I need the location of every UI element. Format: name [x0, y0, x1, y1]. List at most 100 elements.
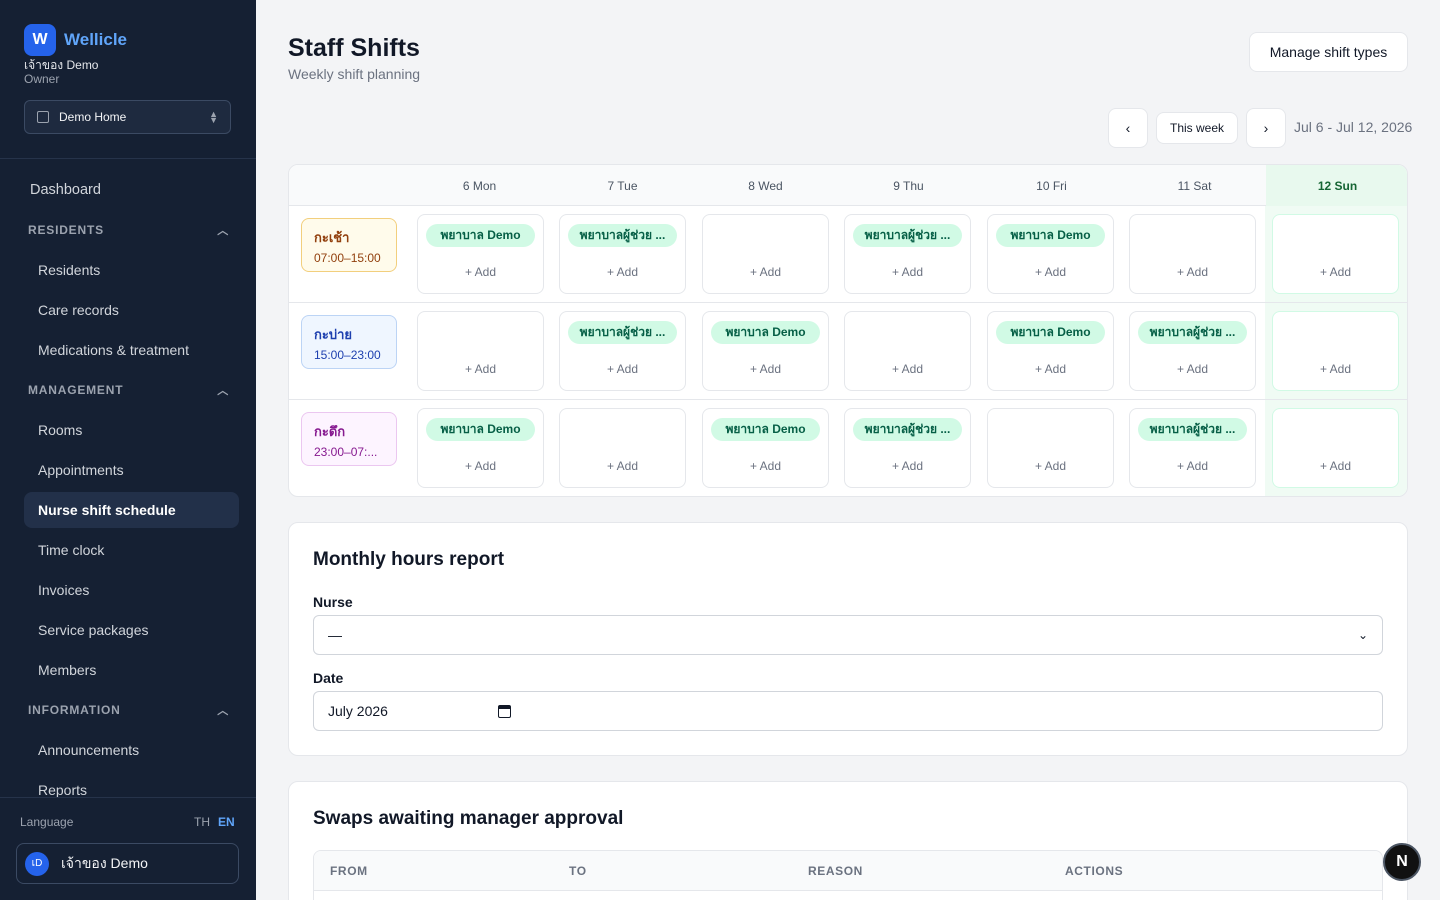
sidebar-item-medications[interactable]: Medications & treatment	[38, 342, 189, 358]
add-assignment-button[interactable]: + Add	[749, 265, 782, 279]
add-assignment-button[interactable]: + Add	[749, 362, 782, 376]
shift-time: 15:00–23:00	[314, 348, 381, 362]
shift-cell: พยาบาล Demo + Add	[987, 214, 1114, 294]
column-header-actions: ACTIONS	[1065, 864, 1124, 878]
shift-cell: + Add	[702, 214, 829, 294]
add-assignment-button[interactable]: + Add	[606, 265, 639, 279]
assigned-staff-pill[interactable]: พยาบาลผู้ช่วย ...	[853, 418, 962, 441]
language-label: Language	[20, 815, 74, 829]
add-assignment-button[interactable]: + Add	[891, 362, 924, 376]
add-assignment-button[interactable]: + Add	[1176, 459, 1209, 473]
manage-shift-types-button[interactable]: Manage shift types	[1249, 32, 1408, 72]
week-range: Jul 6 - Jul 12, 2026	[1294, 119, 1413, 135]
sidebar: W Wellicle เจ้าของ Demo Owner Demo Home …	[0, 0, 256, 900]
user-menu-name: เจ้าของ Demo	[61, 854, 148, 871]
shift-cell: + Add	[1272, 311, 1399, 391]
next-week-button[interactable]: ›	[1246, 108, 1286, 148]
add-assignment-button[interactable]: + Add	[1034, 265, 1067, 279]
shift-time: 07:00–15:00	[314, 251, 381, 265]
sidebar-item-dashboard[interactable]: Dashboard	[30, 182, 101, 198]
sidebar-item-appointments[interactable]: Appointments	[38, 462, 124, 478]
chevron-up-icon: ︿	[217, 385, 229, 397]
shift-cell: พยาบาลผู้ช่วย ... + Add	[559, 311, 686, 391]
sidebar-item-rooms[interactable]: Rooms	[38, 422, 83, 438]
add-assignment-button[interactable]: + Add	[464, 265, 497, 279]
add-assignment-button[interactable]: + Add	[891, 265, 924, 279]
dev-tools-button[interactable]: N	[1383, 843, 1421, 881]
add-assignment-button[interactable]: + Add	[1319, 362, 1352, 376]
assigned-staff-pill[interactable]: พยาบาลผู้ช่วย ...	[1138, 418, 1247, 441]
add-assignment-button[interactable]: + Add	[749, 459, 782, 473]
calendar-icon[interactable]	[497, 704, 511, 718]
add-assignment-button[interactable]: + Add	[1176, 265, 1209, 279]
shift-cell: พยาบาลผู้ช่วย ... + Add	[844, 214, 971, 294]
current-user-name: เจ้าของ Demo	[24, 58, 99, 72]
day-header: 10 Fri	[1036, 178, 1067, 193]
assigned-staff-pill[interactable]: พยาบาลผู้ช่วย ...	[568, 321, 677, 344]
assigned-staff-pill[interactable]: พยาบาล Demo	[426, 418, 535, 441]
add-assignment-button[interactable]: + Add	[1034, 459, 1067, 473]
assigned-staff-pill[interactable]: พยาบาล Demo	[711, 418, 820, 441]
shift-cell: + Add	[987, 408, 1114, 488]
sidebar-item-residents[interactable]: Residents	[38, 262, 101, 278]
assigned-staff-pill[interactable]: พยาบาล Demo	[996, 321, 1105, 344]
shift-cell: พยาบาล Demo + Add	[417, 214, 544, 294]
sidebar-item-invoices[interactable]: Invoices	[38, 582, 90, 598]
column-header-reason: REASON	[808, 864, 863, 878]
add-assignment-button[interactable]: + Add	[606, 362, 639, 376]
shift-type-label: กะบ่าย 15:00–23:00	[301, 315, 397, 369]
nav-section-information[interactable]: INFORMATION ︿	[24, 692, 239, 728]
sidebar-item-members[interactable]: Members	[38, 662, 97, 678]
day-header: 11 Sat	[1177, 178, 1212, 193]
sidebar-footer: Language TH EN เD เจ้าของ Demo	[0, 797, 256, 900]
month-input[interactable]: July 2026	[313, 691, 1383, 731]
shift-name: กะดึก	[314, 424, 346, 439]
assigned-staff-pill[interactable]: พยาบาล Demo	[996, 224, 1105, 247]
add-assignment-button[interactable]: + Add	[1176, 362, 1209, 376]
language-th-toggle[interactable]: TH	[194, 815, 210, 829]
nav-section-management[interactable]: MANAGEMENT ︿	[24, 372, 239, 408]
day-header: 6 Mon	[462, 178, 497, 193]
add-assignment-button[interactable]: + Add	[464, 459, 497, 473]
user-menu-button[interactable]: เD เจ้าของ Demo	[16, 843, 239, 884]
shift-cell: พยาบาล Demo + Add	[702, 311, 829, 391]
language-en-toggle[interactable]: EN	[218, 815, 235, 829]
shift-cell: พยาบาลผู้ช่วย ... + Add	[1129, 408, 1256, 488]
home-selector-value: Demo Home	[59, 110, 127, 124]
sidebar-item-nurse-shift-schedule[interactable]: Nurse shift schedule	[24, 492, 239, 528]
brand-name: Wellicle	[64, 30, 127, 49]
assigned-staff-pill[interactable]: พยาบาล Demo	[711, 321, 820, 344]
sidebar-item-announcements[interactable]: Announcements	[38, 742, 140, 758]
assigned-staff-pill[interactable]: พยาบาลผู้ช่วย ...	[1138, 321, 1247, 344]
sidebar-item-care-records[interactable]: Care records	[38, 302, 119, 318]
sidebar-item-time-clock[interactable]: Time clock	[38, 542, 105, 558]
nav-section-residents[interactable]: RESIDENTS ︿	[24, 212, 239, 248]
shift-cell: พยาบาลผู้ช่วย ... + Add	[1129, 311, 1256, 391]
sidebar-item-service-packages[interactable]: Service packages	[38, 622, 149, 638]
monthly-hours-report: Monthly hours report Nurse — ⌄ Date July…	[288, 522, 1408, 756]
day-header: 7 Tue	[607, 178, 638, 193]
home-selector[interactable]: Demo Home ▲ ▼	[24, 100, 231, 134]
chevron-up-icon: ︿	[217, 705, 229, 717]
this-week-button[interactable]: This week	[1156, 112, 1238, 144]
add-assignment-button[interactable]: + Add	[1319, 459, 1352, 473]
assigned-staff-pill[interactable]: พยาบาล Demo	[426, 224, 535, 247]
page-title: Staff Shifts	[288, 34, 420, 62]
add-assignment-button[interactable]: + Add	[1034, 362, 1067, 376]
add-assignment-button[interactable]: + Add	[891, 459, 924, 473]
shift-cell: + Add	[1129, 214, 1256, 294]
shift-schedule-grid: 6 Mon 7 Tue 8 Wed 9 Thu 10 Fri 11 Sat 12 Sun ก…	[288, 164, 1408, 497]
swap-approvals: Swaps awaiting manager approval FROM TO …	[288, 781, 1408, 900]
sidebar-item-reports[interactable]: Reports	[38, 782, 88, 798]
assigned-staff-pill[interactable]: พยาบาลผู้ช่วย ...	[853, 224, 962, 247]
add-assignment-button[interactable]: + Add	[606, 459, 639, 473]
day-header: 8 Wed	[748, 178, 783, 193]
add-assignment-button[interactable]: + Add	[464, 362, 497, 376]
brand[interactable]: W Wellicle	[24, 24, 127, 56]
nurse-select[interactable]: — ⌄	[313, 615, 1383, 655]
row-divider	[289, 302, 1407, 303]
swaps-table: FROM TO REASON ACTIONS	[313, 850, 1383, 900]
previous-week-button[interactable]: ‹	[1108, 108, 1148, 148]
assigned-staff-pill[interactable]: พยาบาลผู้ช่วย ...	[568, 224, 677, 247]
add-assignment-button[interactable]: + Add	[1319, 265, 1352, 279]
